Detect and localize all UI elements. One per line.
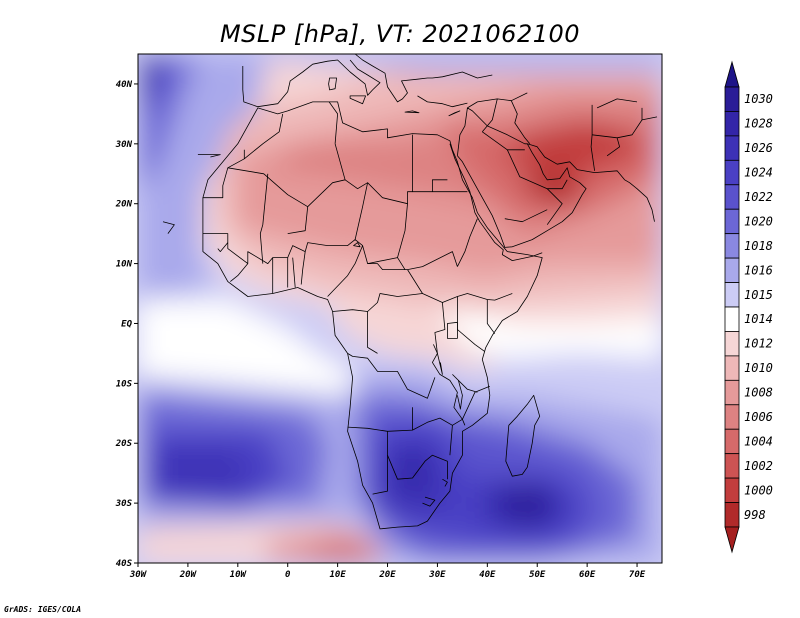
colorbar-label: 1006 xyxy=(744,410,773,424)
colorbar-bottom-arrow xyxy=(724,526,740,554)
y-tick-label: 10N xyxy=(116,260,133,270)
y-tick-label: 10S xyxy=(116,379,133,389)
x-tick-label: 20E xyxy=(378,570,396,580)
pressure-field xyxy=(138,54,662,563)
colorbar-swatch xyxy=(724,257,740,283)
colorbar-label: 1018 xyxy=(744,239,773,253)
colorbar-label: 1022 xyxy=(744,190,773,204)
pressure-field-map xyxy=(138,54,662,563)
colorbar-swatch xyxy=(724,428,740,455)
grads-credit: GrADS: IGES/COLA xyxy=(4,605,81,614)
colorbar-label: 1026 xyxy=(744,141,773,155)
colorbar-label: 1028 xyxy=(744,117,773,131)
x-tick-label: 50E xyxy=(529,570,546,580)
colorbar-swatch xyxy=(724,86,740,112)
colorbar-label: 1002 xyxy=(744,459,773,473)
y-tick-label: 40N xyxy=(116,80,133,90)
y-tick-label: 40S xyxy=(116,559,133,569)
x-axis: 30W 20W 10W 0 10E 20E 30E 40E 50E 60E 70E xyxy=(129,563,646,580)
colorbar-label: 1020 xyxy=(744,214,773,228)
x-tick-label: 60E xyxy=(579,570,596,580)
colorbar-swatch xyxy=(724,404,740,430)
x-tick-label: 70E xyxy=(629,570,646,580)
y-tick-label: EQ xyxy=(121,319,132,329)
colorbar-label: 1015 xyxy=(744,288,773,302)
x-tick-label: 40E xyxy=(479,570,496,580)
colorbar-swatch xyxy=(724,111,740,137)
colorbar-label: 1024 xyxy=(744,166,773,180)
colorbar-swatch xyxy=(724,502,740,528)
y-tick-label: 30N xyxy=(115,140,133,150)
colorbar-swatch xyxy=(724,135,740,161)
colorbar: 1030 1028 1026 1024 1022 1020 1018 1016 1015 1014… xyxy=(724,60,773,554)
x-tick-label: 10W xyxy=(230,570,248,580)
map-frame xyxy=(137,53,663,564)
colorbar-swatch xyxy=(724,453,740,479)
y-tick-label: 20S xyxy=(115,439,133,449)
colorbar-label: 1030 xyxy=(744,92,773,106)
colorbar-swatch xyxy=(724,477,740,503)
colorbar-label: 1004 xyxy=(744,434,773,448)
colorbar-swatch xyxy=(724,355,740,381)
colorbar-label: 1010 xyxy=(744,361,773,375)
x-tick-label: 30W xyxy=(129,570,148,580)
x-tick-label: 0 xyxy=(285,570,291,580)
colorbar-swatch xyxy=(724,208,740,235)
x-tick-label: 10E xyxy=(329,570,346,580)
x-tick-label: 20W xyxy=(179,570,198,580)
colorbar-label: 1012 xyxy=(744,337,773,351)
colorbar-swatch xyxy=(724,282,740,308)
chart-title: MSLP [hPa], VT: 2021062100 xyxy=(220,20,580,48)
y-tick-label: 20N xyxy=(115,200,133,210)
coastlines xyxy=(162,54,658,530)
colorbar-swatch xyxy=(724,184,740,210)
colorbar-label: 1008 xyxy=(744,386,773,400)
colorbar-swatch xyxy=(724,331,740,357)
colorbar-top-arrow xyxy=(724,60,740,88)
x-tick-label: 30E xyxy=(428,570,446,580)
colorbar-label: 998 xyxy=(744,508,766,522)
colorbar-label: 1000 xyxy=(744,483,773,497)
colorbar-label: 1016 xyxy=(744,263,773,277)
colorbar-swatch xyxy=(724,379,740,406)
colorbar-label: 1014 xyxy=(744,312,773,326)
colorbar-swatch xyxy=(724,306,740,332)
y-tick-label: 30S xyxy=(115,499,133,509)
colorbar-swatch xyxy=(724,233,740,259)
y-axis: 40N 30N 20N 10N EQ 10S 20S 30S 40S xyxy=(115,80,138,569)
colorbar-swatch xyxy=(724,159,740,186)
